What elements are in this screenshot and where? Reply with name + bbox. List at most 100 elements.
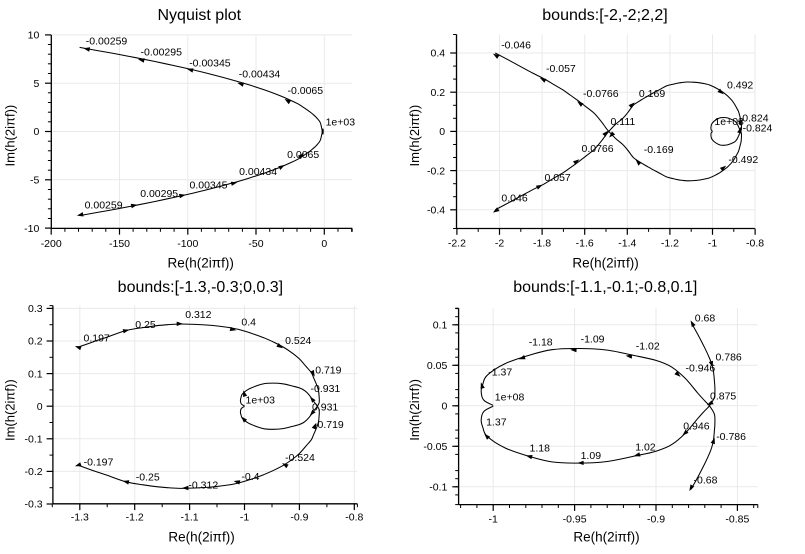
svg-text:-0.824: -0.824 (743, 123, 773, 135)
svg-text:-0.057: -0.057 (546, 63, 576, 75)
svg-text:0.824: 0.824 (742, 113, 768, 125)
svg-text:0.3: 0.3 (28, 303, 43, 315)
svg-text:0.2: 0.2 (28, 336, 43, 348)
svg-text:-0.8: -0.8 (746, 238, 764, 250)
svg-text:1e+03: 1e+03 (326, 117, 356, 129)
svg-text:-0.046: -0.046 (501, 39, 531, 51)
svg-text:Re(h(2iπf)): Re(h(2iπf)) (168, 256, 234, 271)
svg-text:-1: -1 (708, 238, 717, 250)
svg-text:Im(h(2iπf)): Im(h(2iπf)) (3, 105, 18, 167)
svg-text:-200: -200 (41, 238, 62, 250)
svg-text:-1.8: -1.8 (533, 238, 551, 250)
svg-text:Re(h(2iπf)): Re(h(2iπf)) (168, 529, 234, 544)
svg-text:-0.1: -0.1 (25, 434, 43, 446)
svg-text:bounds:[-1.3,-0.3;0,0.3]: bounds:[-1.3,-0.3;0,0.3] (118, 279, 283, 296)
svg-text:-0.4: -0.4 (241, 471, 259, 483)
svg-text:0.719: 0.719 (315, 365, 341, 377)
svg-text:0.00434: 0.00434 (239, 166, 277, 178)
svg-text:-0.946: -0.946 (686, 363, 716, 375)
svg-text:0.00259: 0.00259 (85, 199, 123, 211)
svg-text:-0.9: -0.9 (647, 513, 665, 525)
svg-text:5: 5 (33, 78, 39, 90)
svg-text:-150: -150 (109, 238, 130, 250)
svg-text:0.169: 0.169 (639, 88, 665, 100)
svg-text:-0.9: -0.9 (290, 512, 308, 524)
svg-text:0: 0 (321, 238, 327, 250)
svg-text:-100: -100 (177, 238, 198, 250)
svg-text:1e+08: 1e+08 (495, 392, 525, 404)
svg-text:1.18: 1.18 (530, 443, 551, 455)
svg-text:-0.68: -0.68 (694, 475, 718, 487)
svg-text:0.0766: 0.0766 (582, 143, 614, 155)
svg-text:1.09: 1.09 (581, 450, 602, 462)
svg-text:1e+03: 1e+03 (246, 394, 276, 406)
svg-text:-0.05: -0.05 (423, 441, 447, 453)
svg-text:-0.8: -0.8 (345, 512, 363, 524)
svg-text:-1: -1 (489, 513, 498, 525)
svg-text:-0.4: -0.4 (427, 205, 445, 217)
svg-text:1e+03: 1e+03 (714, 116, 744, 128)
svg-text:0.046: 0.046 (501, 193, 527, 205)
svg-text:-1: -1 (240, 512, 249, 524)
svg-text:Im(h(2iπf)): Im(h(2iπf)) (407, 379, 422, 441)
svg-text:-1.09: -1.09 (581, 333, 605, 345)
svg-text:-0.197: -0.197 (84, 457, 114, 469)
svg-text:0.25: 0.25 (135, 319, 156, 331)
svg-text:0.1: 0.1 (433, 320, 448, 332)
svg-text:-1.6: -1.6 (576, 238, 594, 250)
svg-text:-50: -50 (248, 238, 263, 250)
svg-text:0.524: 0.524 (285, 335, 311, 347)
svg-text:-0.25: -0.25 (136, 472, 160, 484)
svg-text:0: 0 (33, 126, 39, 138)
svg-text:0.946: 0.946 (683, 421, 709, 433)
svg-text:-0.00345: -0.00345 (189, 58, 231, 70)
svg-text:1.02: 1.02 (635, 442, 656, 454)
svg-text:-0.00295: -0.00295 (141, 47, 183, 59)
svg-text:-0.312: -0.312 (188, 479, 218, 491)
svg-text:-0.0065: -0.0065 (288, 85, 324, 97)
svg-text:0.1: 0.1 (28, 368, 43, 380)
svg-text:0.2: 0.2 (430, 87, 445, 99)
svg-text:-0.931: -0.931 (311, 383, 341, 395)
svg-text:-1.1: -1.1 (181, 512, 199, 524)
svg-text:-0.786: -0.786 (716, 431, 746, 443)
svg-text:-0.719: -0.719 (314, 419, 344, 431)
svg-text:-1.37: -1.37 (488, 367, 512, 379)
svg-text:0.312: 0.312 (185, 309, 211, 321)
svg-text:0.0065: 0.0065 (287, 149, 319, 161)
svg-text:0.931: 0.931 (312, 402, 338, 414)
svg-text:-1.4: -1.4 (618, 238, 636, 250)
svg-text:1.37: 1.37 (486, 416, 507, 428)
svg-text:-0.0766: -0.0766 (583, 88, 619, 100)
svg-text:0.875: 0.875 (710, 391, 736, 403)
svg-text:-5: -5 (30, 175, 39, 187)
svg-text:-0.00259: -0.00259 (86, 36, 128, 48)
svg-text:Im(h(2iπf)): Im(h(2iπf)) (3, 379, 18, 441)
svg-text:Nyquist plot: Nyquist plot (158, 7, 242, 24)
svg-text:0.786: 0.786 (716, 352, 742, 364)
svg-text:-0.3: -0.3 (25, 499, 43, 511)
svg-text:Re(h(2iπf)): Re(h(2iπf)) (572, 256, 638, 271)
svg-text:0: 0 (439, 126, 445, 138)
svg-text:0.492: 0.492 (727, 79, 753, 91)
svg-text:-0.524: -0.524 (285, 452, 315, 464)
svg-text:-0.85: -0.85 (725, 513, 749, 525)
svg-text:-1.2: -1.2 (126, 512, 144, 524)
svg-text:0.057: 0.057 (545, 172, 571, 184)
svg-text:0.197: 0.197 (84, 333, 110, 345)
svg-text:0.00345: 0.00345 (190, 180, 228, 192)
svg-text:0.68: 0.68 (695, 313, 716, 325)
svg-text:-1.18: -1.18 (529, 337, 553, 349)
svg-text:-1.02: -1.02 (636, 341, 660, 353)
svg-text:-0.00434: -0.00434 (239, 68, 281, 80)
svg-text:-0.169: -0.169 (644, 144, 674, 156)
svg-text:Im(h(2iπf)): Im(h(2iπf)) (407, 105, 422, 167)
svg-text:10: 10 (28, 30, 40, 42)
svg-text:0: 0 (37, 401, 43, 413)
svg-text:-2: -2 (495, 238, 504, 250)
svg-text:bounds:[-1.1,-0.1;-0.8,0.1]: bounds:[-1.1,-0.1;-0.8,0.1] (513, 279, 697, 296)
svg-text:Re(h(2iπf)): Re(h(2iπf)) (573, 529, 639, 544)
svg-text:0.4: 0.4 (241, 317, 256, 329)
svg-text:0.4: 0.4 (430, 48, 445, 60)
svg-text:-0.2: -0.2 (427, 165, 445, 177)
